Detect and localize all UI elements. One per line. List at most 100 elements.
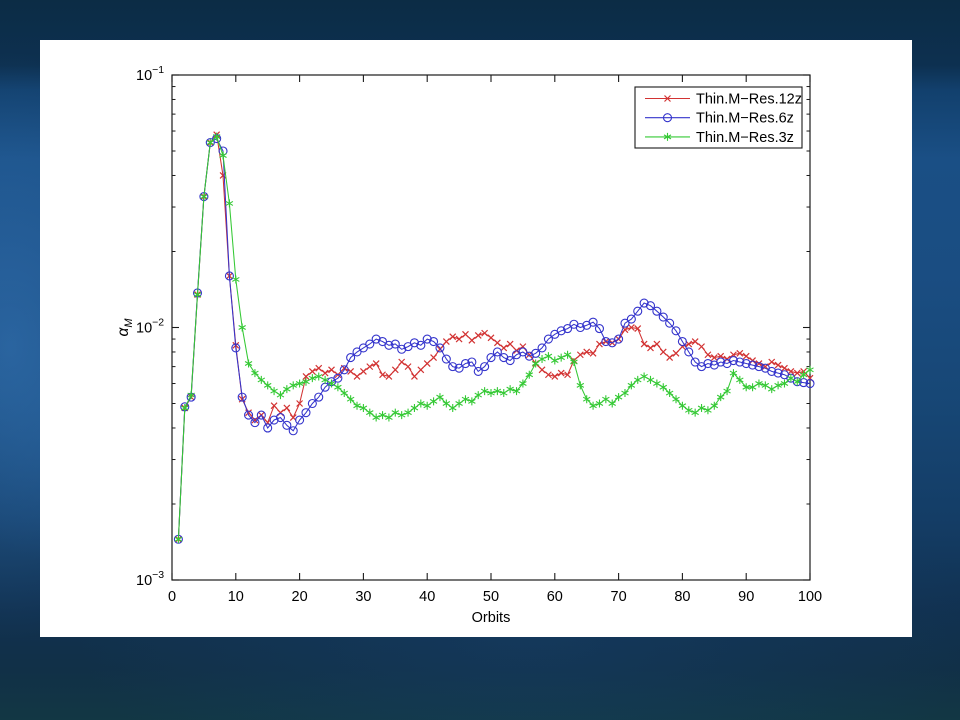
circle-marker bbox=[314, 392, 324, 402]
x-marker bbox=[423, 360, 431, 367]
asterisk-marker bbox=[582, 395, 591, 404]
circle-marker bbox=[684, 347, 694, 357]
x-marker bbox=[544, 371, 552, 379]
x-tick-label: 40 bbox=[419, 589, 435, 605]
asterisk-marker bbox=[174, 535, 183, 544]
x-marker bbox=[506, 340, 514, 348]
asterisk-marker bbox=[621, 389, 629, 398]
content-panel: 0 10 20 30 40 50 60 70 80 90 100 10−1 10−2 10−3 Orbits… bbox=[40, 40, 912, 637]
circle-marker bbox=[665, 318, 675, 328]
asterisk-marker bbox=[685, 406, 693, 415]
asterisk-marker bbox=[480, 387, 489, 396]
asterisk-marker bbox=[378, 411, 387, 420]
series-line bbox=[177, 133, 811, 540]
circle-marker bbox=[614, 334, 624, 344]
asterisk-marker bbox=[512, 387, 521, 396]
asterisk-marker bbox=[461, 395, 470, 404]
x-marker bbox=[315, 364, 323, 372]
x-marker bbox=[672, 349, 680, 357]
asterisk-marker bbox=[653, 379, 661, 388]
asterisk-marker bbox=[238, 323, 246, 332]
asterisk-marker bbox=[334, 383, 342, 392]
asterisk-marker bbox=[180, 403, 189, 412]
x-marker bbox=[391, 366, 399, 374]
asterisk-marker bbox=[525, 370, 534, 379]
asterisk-marker bbox=[806, 365, 814, 374]
asterisk-marker bbox=[736, 375, 744, 384]
y-tick-label: 10−3 bbox=[136, 569, 164, 589]
x-tick-label: 60 bbox=[547, 589, 563, 605]
asterisk-marker bbox=[570, 358, 578, 367]
asterisk-marker bbox=[767, 385, 776, 394]
x-marker bbox=[481, 329, 489, 337]
y-tick-base: 10 bbox=[136, 573, 152, 589]
y-axis-label: αM bbox=[115, 318, 135, 337]
x-marker bbox=[736, 349, 744, 357]
asterisk-marker bbox=[608, 399, 616, 408]
circle-marker bbox=[435, 343, 445, 353]
asterisk-marker bbox=[691, 408, 699, 417]
asterisk-marker bbox=[589, 401, 597, 410]
circle-marker bbox=[728, 355, 738, 366]
asterisk-marker bbox=[538, 355, 546, 364]
asterisk-marker bbox=[321, 375, 329, 384]
asterisk-marker bbox=[289, 381, 297, 390]
asterisk-marker bbox=[308, 374, 317, 383]
x-marker bbox=[768, 358, 776, 366]
asterisk-marker bbox=[557, 353, 565, 362]
circle-marker bbox=[518, 347, 528, 357]
x-marker bbox=[557, 369, 565, 377]
circle-marker bbox=[365, 339, 375, 349]
x-marker bbox=[468, 336, 476, 344]
circle-marker bbox=[754, 362, 764, 372]
circle-marker bbox=[282, 420, 292, 430]
x-marker bbox=[653, 340, 661, 348]
circle-marker bbox=[677, 336, 687, 347]
x-marker bbox=[666, 354, 674, 362]
x-tick-label: 80 bbox=[674, 589, 690, 605]
x-marker bbox=[353, 373, 361, 380]
circle-marker bbox=[620, 318, 630, 328]
circle-marker bbox=[563, 324, 573, 334]
circle-marker bbox=[505, 355, 515, 366]
circle-marker bbox=[633, 306, 643, 316]
plot-box bbox=[171, 74, 811, 581]
x-marker bbox=[398, 358, 406, 366]
series-o-1 bbox=[173, 134, 815, 544]
circle-marker bbox=[352, 347, 362, 357]
circle-marker bbox=[429, 336, 439, 347]
circle-marker bbox=[448, 362, 458, 372]
asterisk-marker bbox=[200, 192, 208, 201]
asterisk-marker bbox=[283, 385, 291, 394]
x-marker bbox=[576, 351, 584, 359]
x-marker bbox=[640, 340, 648, 348]
x-marker bbox=[710, 354, 718, 362]
circle-marker bbox=[492, 347, 502, 357]
x-tick-label: 30 bbox=[355, 589, 371, 605]
asterisk-marker bbox=[729, 369, 738, 378]
asterisk-marker bbox=[244, 359, 253, 368]
asterisk-marker bbox=[633, 375, 642, 384]
asterisk-marker bbox=[187, 391, 195, 400]
asterisk-marker bbox=[212, 132, 221, 141]
asterisk-marker bbox=[314, 372, 323, 381]
x-tick-label: 100 bbox=[798, 589, 822, 605]
asterisk-marker bbox=[742, 383, 750, 392]
asterisk-marker bbox=[327, 379, 336, 388]
asterisk-marker bbox=[704, 406, 712, 415]
x-marker bbox=[493, 339, 501, 347]
x-marker bbox=[270, 402, 278, 410]
circle-marker bbox=[690, 357, 700, 367]
y-tick-exponent: −1 bbox=[152, 64, 164, 76]
x-marker bbox=[634, 325, 642, 333]
circle-marker bbox=[594, 324, 605, 334]
asterisk-marker bbox=[506, 385, 514, 394]
x-marker bbox=[742, 352, 750, 360]
series-*-2 bbox=[174, 132, 814, 544]
x-marker bbox=[308, 367, 316, 375]
asterisk-marker bbox=[563, 350, 572, 359]
asterisk-marker bbox=[232, 275, 240, 284]
circle-marker bbox=[224, 271, 234, 281]
circle-marker bbox=[716, 357, 726, 367]
x-marker bbox=[328, 366, 335, 374]
